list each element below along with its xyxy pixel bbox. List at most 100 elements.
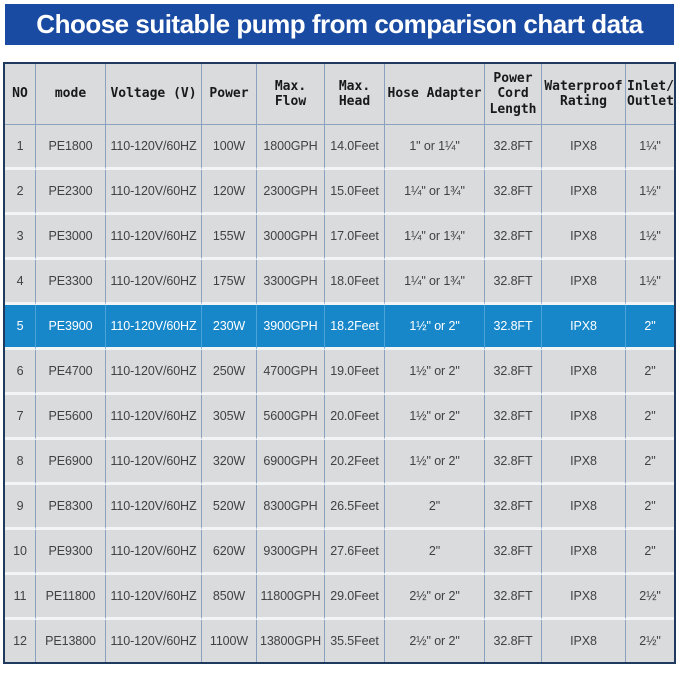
cell-max-head: 29.0Feet	[325, 575, 385, 620]
cell-hose-adapter: 2"	[385, 485, 485, 530]
table-row: 8 PE6900 110-120V/60HZ 320W 6900GPH 20.2Feet 1…	[5, 440, 674, 485]
cell-voltage: 110-120V/60HZ	[106, 125, 202, 170]
cell-voltage: 110-120V/60HZ	[106, 215, 202, 260]
cell-waterproof: IPX8	[542, 440, 626, 485]
cell-max-flow: 3000GPH	[257, 215, 325, 260]
cell-max-head: 20.2Feet	[325, 440, 385, 485]
cell-mode: PE11800	[36, 575, 106, 620]
cell-hose-adapter: 1¼" or 1¾"	[385, 260, 485, 305]
cell-cord-length: 32.8FT	[485, 530, 542, 575]
cell-hose-adapter: 1¼" or 1¾"	[385, 215, 485, 260]
cell-cord-length: 32.8FT	[485, 260, 542, 305]
cell-power: 320W	[202, 440, 257, 485]
table-row: 9 PE8300 110-120V/60HZ 520W 8300GPH 26.5Feet 2…	[5, 485, 674, 530]
cell-waterproof: IPX8	[542, 215, 626, 260]
cell-inlet-outlet: 2½"	[626, 620, 674, 662]
cell-max-head: 18.0Feet	[325, 260, 385, 305]
cell-power: 175W	[202, 260, 257, 305]
cell-voltage: 110-120V/60HZ	[106, 485, 202, 530]
cell-hose-adapter: 2½" or 2"	[385, 620, 485, 662]
cell-power: 305W	[202, 395, 257, 440]
table-row: 3 PE3000 110-120V/60HZ 155W 3000GPH 17.0Feet 1…	[5, 215, 674, 260]
cell-inlet-outlet: 1½"	[626, 170, 674, 215]
cell-waterproof: IPX8	[542, 350, 626, 395]
cell-voltage: 110-120V/60HZ	[106, 350, 202, 395]
cell-power: 620W	[202, 530, 257, 575]
cell-voltage: 110-120V/60HZ	[106, 620, 202, 662]
column-header-mode: mode	[36, 64, 106, 125]
column-header-no: NO	[5, 64, 36, 125]
cell-no: 11	[5, 575, 36, 620]
cell-cord-length: 32.8FT	[485, 620, 542, 662]
cell-waterproof: IPX8	[542, 170, 626, 215]
cell-mode: PE8300	[36, 485, 106, 530]
cell-mode: PE2300	[36, 170, 106, 215]
cell-waterproof: IPX8	[542, 620, 626, 662]
cell-cord-length: 32.8FT	[485, 215, 542, 260]
table-container: NO mode Voltage (V) Power Max. Flow Max. Head…	[3, 62, 676, 664]
cell-inlet-outlet: 1½"	[626, 260, 674, 305]
cell-waterproof: IPX8	[542, 305, 626, 350]
cell-cord-length: 32.8FT	[485, 125, 542, 170]
cell-mode: PE1800	[36, 125, 106, 170]
cell-voltage: 110-120V/60HZ	[106, 260, 202, 305]
cell-no: 6	[5, 350, 36, 395]
cell-voltage: 110-120V/60HZ	[106, 530, 202, 575]
cell-inlet-outlet: 2"	[626, 530, 674, 575]
cell-max-head: 27.6Feet	[325, 530, 385, 575]
cell-no: 2	[5, 170, 36, 215]
cell-mode: PE13800	[36, 620, 106, 662]
cell-power: 120W	[202, 170, 257, 215]
cell-voltage: 110-120V/60HZ	[106, 575, 202, 620]
cell-waterproof: IPX8	[542, 395, 626, 440]
cell-mode: PE3000	[36, 215, 106, 260]
cell-hose-adapter: 1½" or 2"	[385, 350, 485, 395]
cell-no: 9	[5, 485, 36, 530]
cell-max-flow: 13800GPH	[257, 620, 325, 662]
cell-max-head: 26.5Feet	[325, 485, 385, 530]
cell-max-head: 17.0Feet	[325, 215, 385, 260]
cell-no: 1	[5, 125, 36, 170]
cell-hose-adapter: 2½" or 2"	[385, 575, 485, 620]
cell-cord-length: 32.8FT	[485, 440, 542, 485]
cell-voltage: 110-120V/60HZ	[106, 440, 202, 485]
cell-hose-adapter: 1" or 1¼"	[385, 125, 485, 170]
cell-max-head: 14.0Feet	[325, 125, 385, 170]
table-body: 1 PE1800 110-120V/60HZ 100W 1800GPH 14.0Feet 1…	[5, 125, 674, 662]
cell-hose-adapter: 1¼" or 1¾"	[385, 170, 485, 215]
column-header-cord-length: Power Cord Length	[485, 64, 542, 125]
cell-max-head: 15.0Feet	[325, 170, 385, 215]
cell-power: 100W	[202, 125, 257, 170]
cell-mode: PE4700	[36, 350, 106, 395]
column-header-max-flow: Max. Flow	[257, 64, 325, 125]
cell-inlet-outlet: 2"	[626, 485, 674, 530]
cell-max-flow: 9300GPH	[257, 530, 325, 575]
header-row: NO mode Voltage (V) Power Max. Flow Max. Head…	[5, 64, 674, 125]
cell-power: 230W	[202, 305, 257, 350]
cell-no: 5	[5, 305, 36, 350]
cell-max-flow: 6900GPH	[257, 440, 325, 485]
column-header-inlet-outlet: Inlet/ Outlet	[626, 64, 674, 125]
cell-cord-length: 32.8FT	[485, 575, 542, 620]
column-header-waterproof: Waterproof Rating	[542, 64, 626, 125]
cell-no: 7	[5, 395, 36, 440]
table-row: 1 PE1800 110-120V/60HZ 100W 1800GPH 14.0Feet 1…	[5, 125, 674, 170]
table-row: 6 PE4700 110-120V/60HZ 250W 4700GPH 19.0Feet 1…	[5, 350, 674, 395]
cell-hose-adapter: 2"	[385, 530, 485, 575]
cell-max-head: 35.5Feet	[325, 620, 385, 662]
table-header: NO mode Voltage (V) Power Max. Flow Max. Head…	[5, 64, 674, 125]
cell-inlet-outlet: 2"	[626, 395, 674, 440]
cell-max-flow: 3300GPH	[257, 260, 325, 305]
cell-hose-adapter: 1½" or 2"	[385, 440, 485, 485]
cell-inlet-outlet: 2"	[626, 350, 674, 395]
cell-cord-length: 32.8FT	[485, 305, 542, 350]
cell-max-head: 18.2Feet	[325, 305, 385, 350]
column-header-voltage: Voltage (V)	[106, 64, 202, 125]
cell-hose-adapter: 1½" or 2"	[385, 305, 485, 350]
cell-inlet-outlet: 1½"	[626, 215, 674, 260]
cell-inlet-outlet: 1¼"	[626, 125, 674, 170]
cell-max-flow: 3900GPH	[257, 305, 325, 350]
title-banner: Choose suitable pump from comparison cha…	[5, 4, 674, 45]
comparison-table: NO mode Voltage (V) Power Max. Flow Max. Head…	[3, 62, 676, 664]
cell-inlet-outlet: 2½"	[626, 575, 674, 620]
